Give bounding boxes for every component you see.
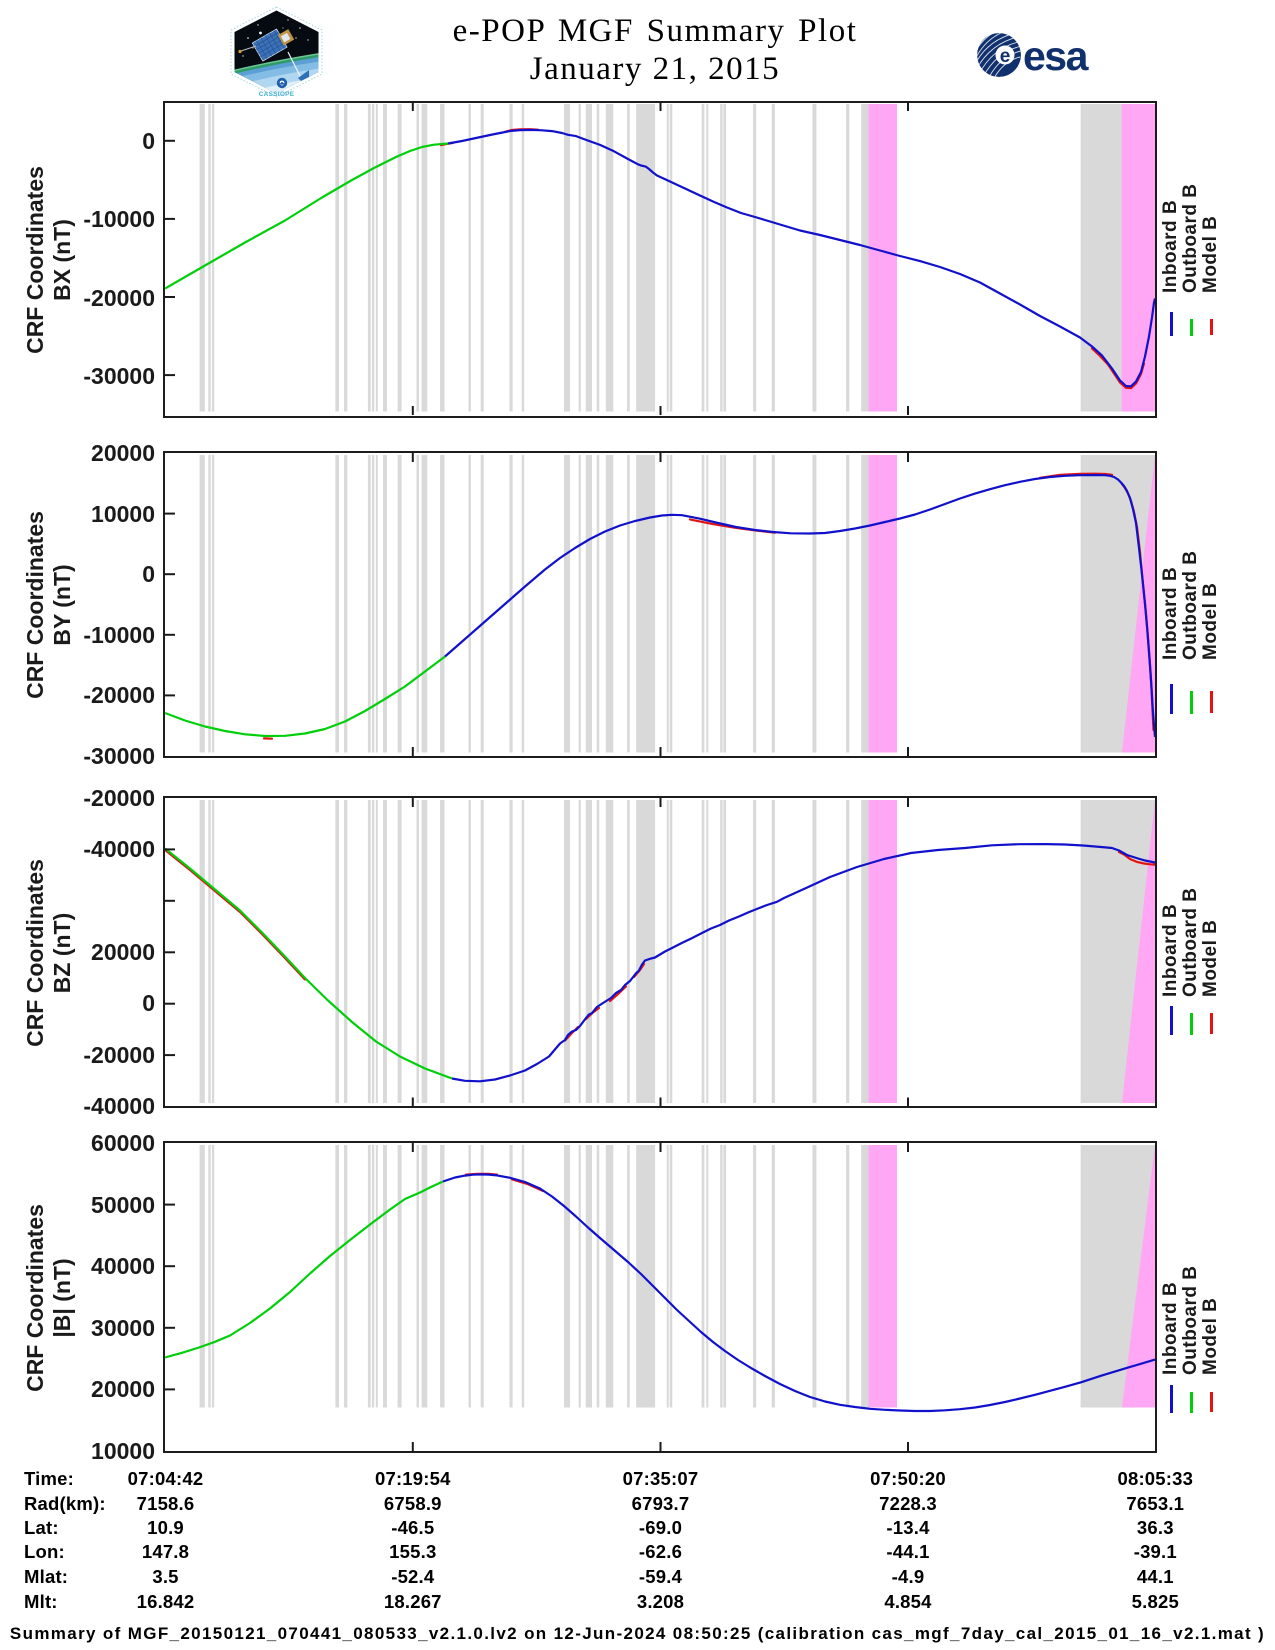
- svg-text:CASSIOPE: CASSIOPE: [259, 91, 295, 98]
- svg-text:e: e: [1000, 46, 1011, 67]
- svg-text:esa: esa: [1023, 33, 1090, 78]
